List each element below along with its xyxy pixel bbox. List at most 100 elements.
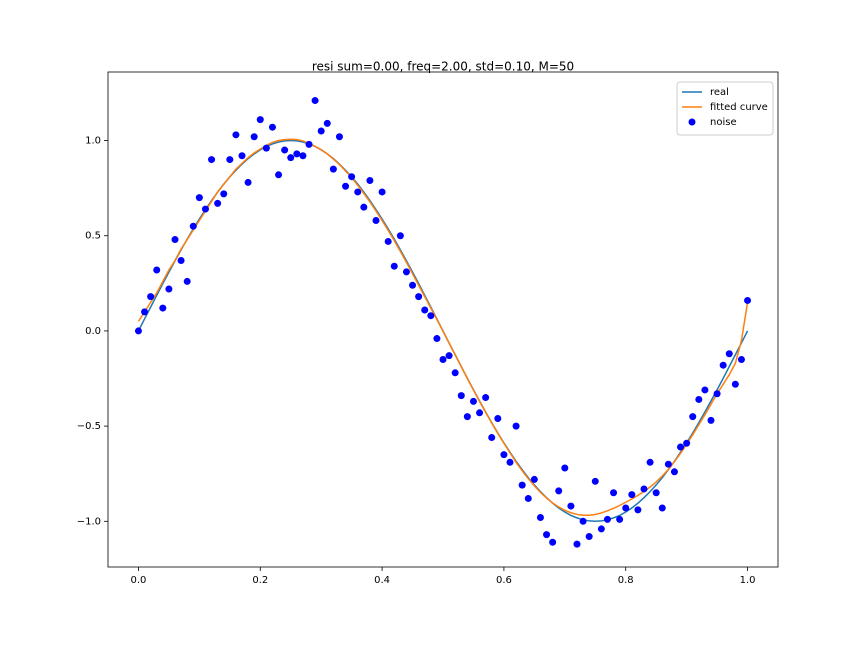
point	[220, 190, 228, 198]
point	[646, 458, 654, 466]
point	[725, 350, 733, 358]
y-tick-label: 0.0	[85, 326, 101, 337]
point	[354, 188, 362, 196]
point	[329, 165, 337, 173]
legend-label: fitted curve	[710, 102, 768, 113]
x-tick-label: 0.8	[618, 575, 634, 586]
point	[409, 281, 417, 289]
point	[744, 296, 752, 304]
point	[305, 140, 313, 148]
point	[153, 266, 161, 274]
point	[451, 369, 459, 377]
point	[293, 150, 301, 158]
point	[469, 397, 477, 405]
legend-marker	[688, 118, 696, 126]
x-tick-label: 0.0	[131, 575, 147, 586]
point	[603, 515, 611, 523]
point	[610, 489, 618, 497]
point	[695, 395, 703, 403]
point	[616, 515, 624, 523]
y-tick-label: 0.5	[85, 231, 101, 242]
point	[701, 386, 709, 394]
point	[652, 489, 660, 497]
point	[628, 491, 636, 499]
point	[287, 154, 295, 162]
point	[396, 232, 404, 240]
y-tick-label: 1.0	[85, 136, 101, 147]
point	[731, 380, 739, 388]
chart-title: resi sum=0.00, freq=2.00, std=0.10, M=50	[312, 60, 574, 74]
point	[256, 116, 264, 124]
point	[372, 217, 380, 224]
point	[512, 422, 520, 430]
point	[342, 182, 350, 190]
point	[524, 494, 532, 502]
point	[165, 285, 173, 293]
point	[141, 308, 149, 316]
point	[445, 352, 453, 360]
x-tick-label: 0.2	[252, 575, 268, 586]
point	[530, 475, 538, 483]
point	[536, 514, 544, 521]
point	[250, 133, 258, 141]
point	[171, 236, 179, 244]
point	[415, 293, 423, 301]
point	[421, 306, 429, 314]
point	[518, 481, 526, 489]
plot-frame	[107, 71, 779, 568]
x-tick-label: 0.6	[496, 575, 512, 586]
point	[348, 173, 356, 181]
point	[555, 487, 563, 495]
point	[476, 409, 484, 417]
point	[683, 439, 691, 447]
point	[378, 188, 386, 196]
point	[591, 477, 599, 485]
point	[232, 131, 240, 139]
point	[402, 268, 410, 276]
legend-label: real	[710, 87, 729, 98]
point	[719, 361, 727, 369]
point	[457, 392, 465, 400]
point	[275, 171, 283, 179]
point	[177, 256, 185, 264]
point	[561, 464, 569, 472]
point	[244, 178, 252, 186]
point	[494, 415, 502, 422]
point	[640, 485, 648, 493]
legend-label: noise	[710, 117, 737, 128]
point	[323, 119, 331, 127]
point	[183, 277, 191, 285]
point	[543, 531, 551, 539]
point	[707, 416, 715, 424]
point	[427, 312, 435, 320]
point	[201, 205, 209, 213]
point	[317, 127, 325, 135]
point	[366, 177, 374, 185]
point	[549, 538, 557, 546]
point	[689, 413, 697, 421]
point	[567, 502, 575, 510]
point	[482, 394, 490, 402]
point	[658, 504, 666, 512]
point	[335, 133, 343, 141]
point	[664, 460, 672, 468]
x-tick-label: 1.0	[740, 575, 756, 586]
point	[506, 458, 514, 466]
point	[585, 533, 593, 541]
point	[713, 390, 721, 398]
point	[299, 152, 307, 160]
point	[268, 123, 276, 131]
point	[134, 327, 142, 335]
point	[439, 355, 447, 363]
legend-box	[676, 81, 774, 136]
x-tick-label: 0.4	[374, 575, 390, 586]
point	[208, 156, 216, 164]
point	[500, 451, 508, 459]
point	[189, 222, 197, 230]
point	[737, 355, 745, 363]
point	[311, 97, 319, 105]
point	[147, 293, 155, 301]
point	[226, 156, 234, 164]
